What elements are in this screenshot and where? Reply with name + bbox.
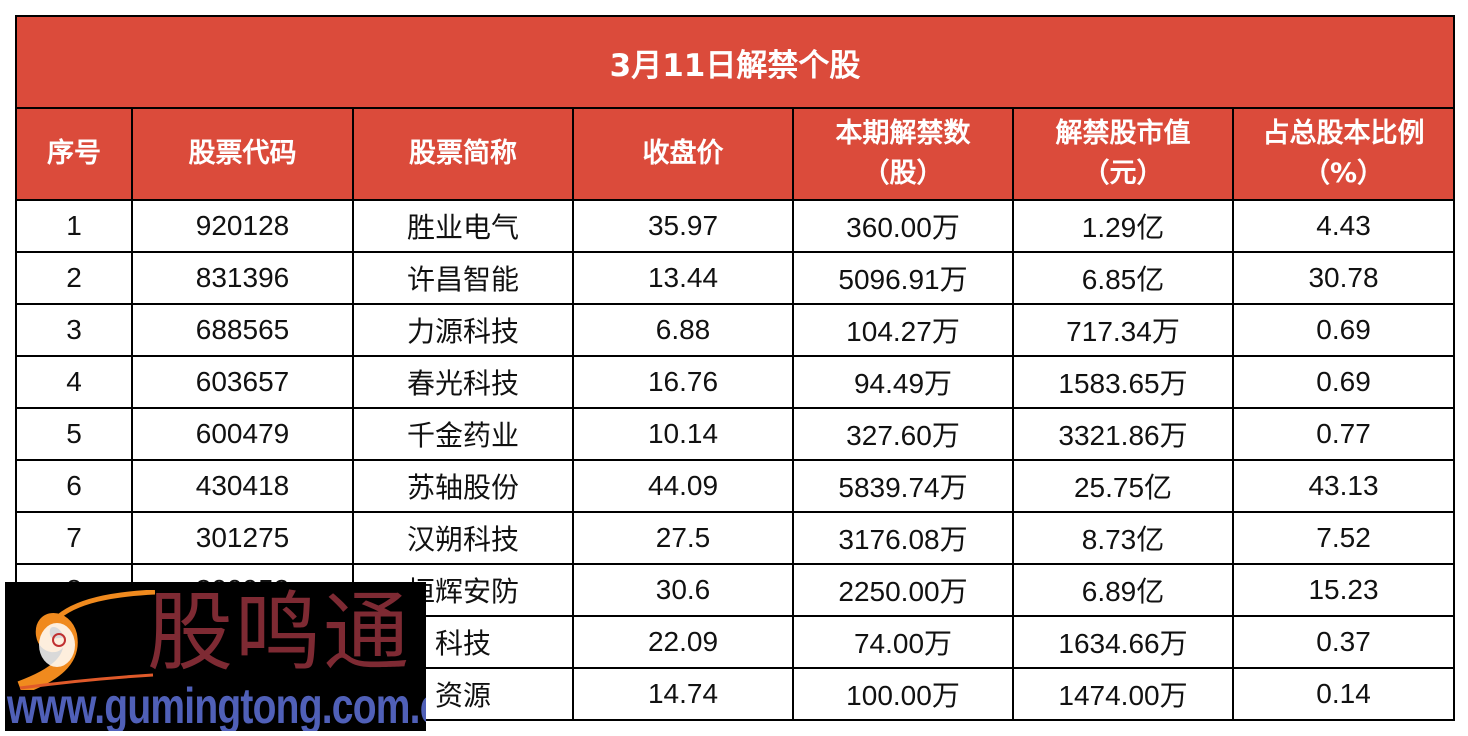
title-row: 3月11日解禁个股 — [14, 15, 1456, 109]
cell-name: 汉朔科技 — [352, 511, 574, 565]
cell-ratio: 0.77 — [1231, 407, 1456, 461]
watermark-url: www.gumingtong.com.cn — [7, 678, 426, 731]
cell-value: 25.75亿 — [1012, 459, 1234, 513]
cell-no: 6 — [15, 459, 133, 513]
cell-ratio: 15.23 — [1231, 563, 1456, 617]
col-header-label: 收盘价 — [642, 138, 724, 169]
table-row: 1 920128 胜业电气 35.97 360.00万 1.29亿 4.43 — [15, 199, 1456, 253]
cell-ratio: 7.52 — [1231, 511, 1456, 565]
cell-no: 7 — [15, 511, 133, 565]
cell-ratio: 4.43 — [1231, 199, 1456, 253]
col-header-code: 股票代码 — [131, 107, 354, 201]
cell-code: 301275 — [131, 511, 354, 565]
cell-value: 3321.86万 — [1012, 407, 1234, 461]
cell-value: 8.73亿 — [1012, 511, 1234, 565]
table-row: 7 301275 汉朔科技 27.5 3176.08万 8.73亿 7.52 — [15, 511, 1456, 565]
cell-code: 688565 — [131, 303, 354, 357]
cell-shares: 74.00万 — [792, 615, 1014, 669]
cell-name: 许昌智能 — [352, 251, 574, 305]
col-header-label: 股票代码 — [188, 138, 297, 169]
cell-shares: 360.00万 — [792, 199, 1014, 253]
col-header-close: 收盘价 — [572, 107, 794, 201]
col-header-unit: （%） — [1303, 158, 1385, 189]
col-header-unit: （股） — [862, 158, 944, 189]
cell-ratio: 0.69 — [1231, 303, 1456, 357]
cell-name: 力源科技 — [352, 303, 574, 357]
cell-ratio: 43.13 — [1231, 459, 1456, 513]
cell-value: 1.29亿 — [1012, 199, 1234, 253]
cell-close: 16.76 — [572, 355, 794, 409]
table-row: 6 430418 苏轴股份 44.09 5839.74万 25.75亿 43.13 — [15, 459, 1456, 513]
cell-ratio: 0.14 — [1231, 667, 1456, 721]
cell-close: 44.09 — [572, 459, 794, 513]
cell-ratio: 0.69 — [1231, 355, 1456, 409]
table-row: 4 603657 春光科技 16.76 94.49万 1583.65万 0.69 — [15, 355, 1456, 409]
col-header-label: 本期解禁数 — [835, 118, 971, 149]
cell-close: 27.5 — [572, 511, 794, 565]
cell-shares: 3176.08万 — [792, 511, 1014, 565]
swirl-logo-icon — [17, 590, 155, 690]
col-header-label: 序号 — [47, 138, 101, 169]
table-title: 3月11日解禁个股 — [14, 15, 1456, 109]
cell-ratio: 30.78 — [1231, 251, 1456, 305]
cell-close: 6.88 — [572, 303, 794, 357]
table-row: 2 831396 许昌智能 13.44 5096.91万 6.85亿 30.78 — [15, 251, 1456, 305]
cell-shares: 2250.00万 — [792, 563, 1014, 617]
col-header-unit: （元） — [1082, 158, 1164, 189]
cell-no: 5 — [15, 407, 133, 461]
header-row: 序号 股票代码 股票简称 收盘价 本期解禁数 （股） 解禁股市值 （元） 占总股本比… — [15, 107, 1456, 201]
cell-code: 600479 — [131, 407, 354, 461]
cell-close: 13.44 — [572, 251, 794, 305]
cell-shares: 5839.74万 — [792, 459, 1014, 513]
cell-close: 14.74 — [572, 667, 794, 721]
cell-name: 苏轴股份 — [352, 459, 574, 513]
cell-shares: 100.00万 — [792, 667, 1014, 721]
cell-close: 35.97 — [572, 199, 794, 253]
cell-shares: 327.60万 — [792, 407, 1014, 461]
col-header-value: 解禁股市值 （元） — [1012, 107, 1234, 201]
cell-value: 1474.00万 — [1012, 667, 1234, 721]
cell-shares: 5096.91万 — [792, 251, 1014, 305]
cell-code: 831396 — [131, 251, 354, 305]
cell-value: 717.34万 — [1012, 303, 1234, 357]
col-header-ratio: 占总股本比例 （%） — [1231, 107, 1456, 201]
col-header-name: 股票简称 — [352, 107, 574, 201]
col-header-label: 解禁股市值 — [1055, 118, 1191, 149]
cell-name: 胜业电气 — [352, 199, 574, 253]
gumingtong-watermark: 股鸣通 www.gumingtong.com.cn — [5, 582, 426, 731]
col-header-label: 占总股本比例 — [1262, 118, 1425, 149]
cell-code: 603657 — [131, 355, 354, 409]
col-header-no: 序号 — [15, 107, 133, 201]
cell-no: 1 — [15, 199, 133, 253]
col-header-shares: 本期解禁数 （股） — [792, 107, 1014, 201]
cell-code: 430418 — [131, 459, 354, 513]
cell-no: 2 — [15, 251, 133, 305]
unlock-stocks-table: 3月11日解禁个股 序号 股票代码 股票简称 收盘价 本期解禁数 （股） 解禁股市… — [14, 15, 1456, 721]
table-row: 3 688565 力源科技 6.88 104.27万 717.34万 0.69 — [15, 303, 1456, 357]
cell-value: 1634.66万 — [1012, 615, 1234, 669]
cell-no: 4 — [15, 355, 133, 409]
cell-value: 6.85亿 — [1012, 251, 1234, 305]
watermark-brand: 股鸣通 — [147, 583, 411, 683]
cell-close: 30.6 — [572, 563, 794, 617]
table-row: 5 600479 千金药业 10.14 327.60万 3321.86万 0.77 — [15, 407, 1456, 461]
cell-value: 1583.65万 — [1012, 355, 1234, 409]
cell-no: 3 — [15, 303, 133, 357]
cell-close: 22.09 — [572, 615, 794, 669]
cell-close: 10.14 — [572, 407, 794, 461]
cell-name: 千金药业 — [352, 407, 574, 461]
cell-ratio: 0.37 — [1231, 615, 1456, 669]
cell-code: 920128 — [131, 199, 354, 253]
cell-name: 春光科技 — [352, 355, 574, 409]
cell-shares: 94.49万 — [792, 355, 1014, 409]
cell-shares: 104.27万 — [792, 303, 1014, 357]
cell-value: 6.89亿 — [1012, 563, 1234, 617]
col-header-label: 股票简称 — [409, 138, 517, 169]
